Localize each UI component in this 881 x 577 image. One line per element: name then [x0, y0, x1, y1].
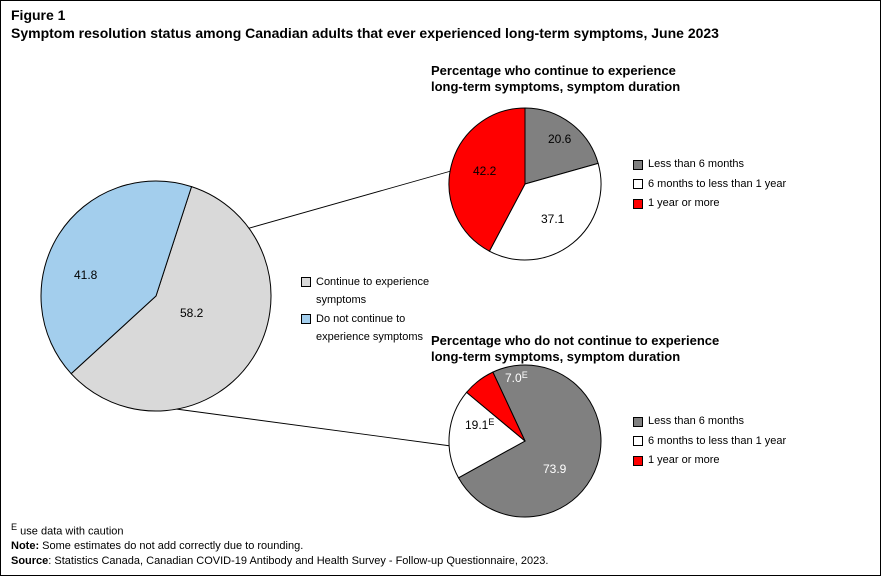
legend-item: 1 year or more	[633, 452, 786, 470]
caution-marker: E	[11, 522, 17, 532]
legend-item: Do not continue toexperience symptoms	[301, 311, 429, 346]
not-continue-pie-legend: Less than 6 months 6 months to less than …	[633, 413, 786, 472]
source-label: Source	[11, 555, 48, 567]
svg-text:58.2: 58.2	[180, 306, 204, 320]
legend-text: 6 months to less than 1 year	[648, 176, 786, 194]
legend-text: Do not continue toexperience symptoms	[316, 311, 423, 346]
svg-text:42.2: 42.2	[473, 164, 497, 178]
legend-item: 1 year or more	[633, 195, 786, 213]
legend-swatch	[633, 456, 643, 466]
legend-swatch	[633, 436, 643, 446]
legend-swatch	[301, 277, 311, 287]
legend-swatch	[633, 160, 643, 170]
legend-text: 6 months to less than 1 year	[648, 433, 786, 451]
svg-text:20.6: 20.6	[548, 132, 572, 146]
subtitle-not-continue: Percentage who do not continue to experi…	[431, 333, 719, 366]
legend-swatch	[633, 199, 643, 209]
legend-item: Continue to experiencesymptoms	[301, 274, 429, 309]
legend-item: 6 months to less than 1 year	[633, 176, 786, 194]
note-label: Note:	[11, 540, 39, 552]
footnote-note: Note: Some estimates do not add correctl…	[11, 539, 548, 554]
legend-item: 6 months to less than 1 year	[633, 433, 786, 451]
legend-text: 1 year or more	[648, 452, 720, 470]
legend-swatch	[633, 417, 643, 427]
legend-swatch	[301, 314, 311, 324]
main-pie-legend: Continue to experiencesymptomsDo not con…	[301, 274, 429, 348]
svg-text:73.9: 73.9	[543, 462, 567, 476]
caution-text: use data with caution	[20, 525, 123, 537]
legend-swatch	[633, 179, 643, 189]
legend-text: Less than 6 months	[648, 413, 744, 431]
note-text: Some estimates do not add correctly due …	[42, 540, 303, 552]
figure-container: Figure 1 Symptom resolution status among…	[0, 0, 881, 576]
footnote-caution: E use data with caution	[11, 521, 548, 540]
footnotes: E use data with caution Note: Some estim…	[11, 521, 548, 569]
continue-pie-legend: Less than 6 months 6 months to less than …	[633, 156, 786, 215]
legend-item: Less than 6 months	[633, 413, 786, 431]
source-text: : Statistics Canada, Canadian COVID-19 A…	[48, 555, 548, 567]
legend-text: 1 year or more	[648, 195, 720, 213]
legend-text: Less than 6 months	[648, 156, 744, 174]
svg-text:41.8: 41.8	[74, 268, 98, 282]
legend-item: Less than 6 months	[633, 156, 786, 174]
footnote-source: Source: Statistics Canada, Canadian COVI…	[11, 554, 548, 569]
subtitle-continue: Percentage who continue to experiencelon…	[431, 63, 680, 96]
legend-text: Continue to experiencesymptoms	[316, 274, 429, 309]
svg-text:37.1: 37.1	[541, 212, 565, 226]
